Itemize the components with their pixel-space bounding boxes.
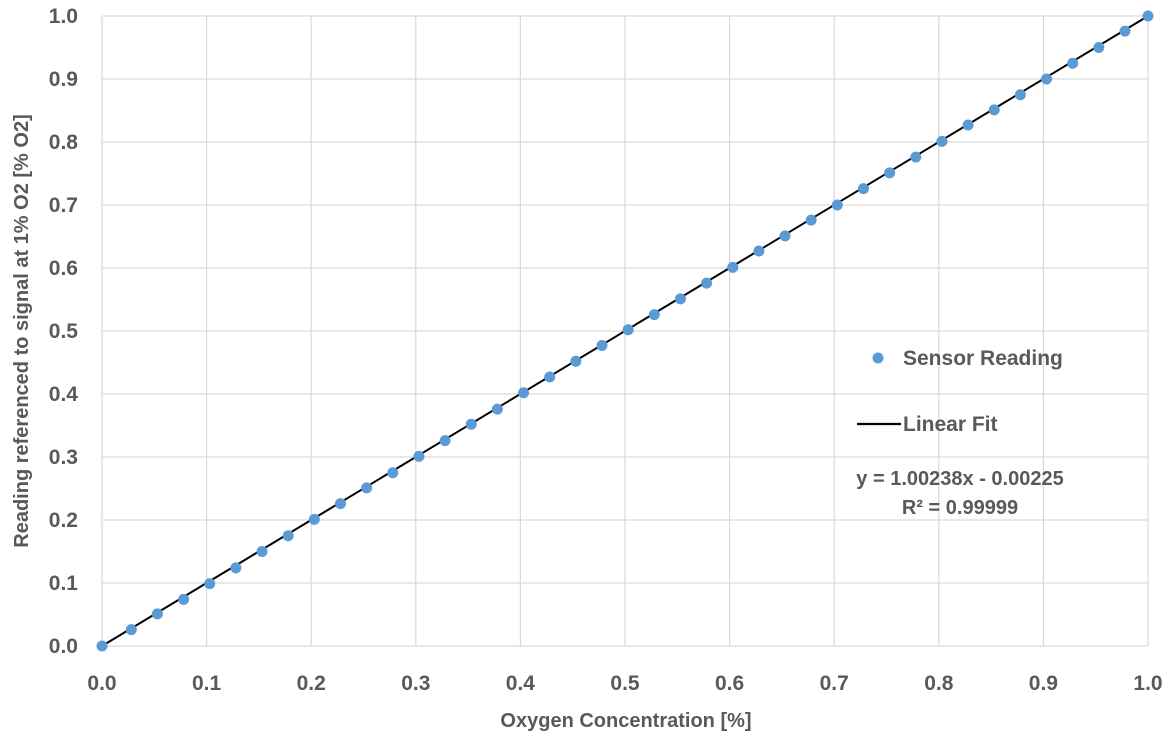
y-tick-label: 0.4	[49, 383, 79, 406]
data-point	[465, 418, 477, 430]
data-point	[334, 498, 346, 510]
data-point	[204, 578, 216, 590]
y-tick-label: 0.0	[49, 635, 78, 658]
data-point	[779, 230, 791, 242]
x-tick-label: 0.6	[715, 672, 744, 695]
fit-equation: y = 1.00238x - 0.00225	[856, 468, 1063, 490]
x-tick-label: 1.0	[1133, 672, 1162, 695]
legend-label-sensor-reading: Sensor Reading	[903, 347, 1063, 370]
data-point	[753, 245, 765, 257]
x-tick-label: 0.1	[192, 672, 222, 695]
x-tick-label: 0.2	[297, 672, 326, 695]
data-point	[962, 119, 974, 131]
data-point	[1093, 42, 1105, 53]
data-point	[151, 608, 163, 620]
data-point	[178, 593, 190, 605]
gridlines	[101, 15, 1149, 647]
data-point	[361, 482, 373, 494]
data-point	[727, 261, 739, 273]
data-point	[544, 371, 556, 383]
data-point	[884, 167, 896, 179]
data-point	[308, 513, 320, 525]
data-point	[230, 562, 242, 574]
data-point	[596, 339, 608, 351]
data-point	[831, 199, 843, 211]
data-point	[282, 530, 294, 542]
y-tick-label: 0.6	[49, 257, 78, 280]
data-point	[570, 355, 582, 367]
y-tick-label: 0.2	[49, 509, 78, 532]
fit-r-squared: R² = 0.99999	[902, 497, 1018, 519]
data-point	[674, 293, 686, 305]
data-point	[1067, 57, 1079, 69]
legend: Sensor Reading Linear Fit	[857, 347, 1063, 436]
data-point	[1142, 10, 1154, 22]
data-point	[805, 214, 817, 226]
legend-marker-sensor-reading	[872, 352, 884, 364]
data-point	[988, 104, 1000, 116]
y-tick-label: 0.5	[49, 320, 79, 343]
sensor-reading-points	[96, 10, 1154, 652]
x-tick-label: 0.0	[87, 672, 116, 695]
x-axis-title: Oxygen Concentration [%]	[500, 710, 751, 732]
data-point	[701, 277, 713, 289]
data-point	[936, 135, 948, 147]
data-point	[910, 151, 922, 163]
y-tick-label: 0.1	[49, 572, 79, 595]
data-point	[387, 467, 399, 479]
x-tick-label: 0.7	[820, 672, 849, 695]
y-axis-title: Reading referenced to signal at 1% O2 [%…	[11, 114, 33, 547]
y-axis-ticks: 0.0 0.1 0.2 0.3 0.4 0.5 0.6 0.7 0.8 0.9 1.0	[49, 5, 79, 658]
data-point	[518, 387, 530, 399]
x-axis-ticks: 0.0 0.1 0.2 0.3 0.4 0.5 0.6 0.7 0.8 0.9 1.0	[87, 672, 1162, 695]
data-point	[857, 183, 869, 195]
data-point	[125, 624, 137, 636]
data-point	[1041, 73, 1053, 85]
data-point	[622, 324, 634, 336]
data-point	[491, 403, 503, 415]
y-tick-label: 0.3	[49, 446, 78, 469]
y-tick-label: 0.8	[49, 131, 79, 154]
data-point	[256, 546, 268, 557]
y-tick-label: 0.7	[49, 194, 78, 217]
data-point	[413, 450, 425, 462]
data-point	[1014, 89, 1026, 101]
data-point	[96, 640, 108, 652]
data-point	[648, 309, 660, 321]
x-tick-label: 0.8	[924, 672, 954, 695]
y-tick-label: 0.9	[49, 68, 78, 91]
x-tick-label: 0.3	[401, 672, 430, 695]
legend-label-linear-fit: Linear Fit	[903, 413, 998, 436]
data-point	[1119, 25, 1131, 37]
data-point	[439, 435, 451, 447]
x-tick-label: 0.9	[1029, 672, 1058, 695]
y-tick-label: 1.0	[49, 5, 78, 28]
x-tick-label: 0.4	[506, 672, 536, 695]
x-tick-label: 0.5	[610, 672, 640, 695]
